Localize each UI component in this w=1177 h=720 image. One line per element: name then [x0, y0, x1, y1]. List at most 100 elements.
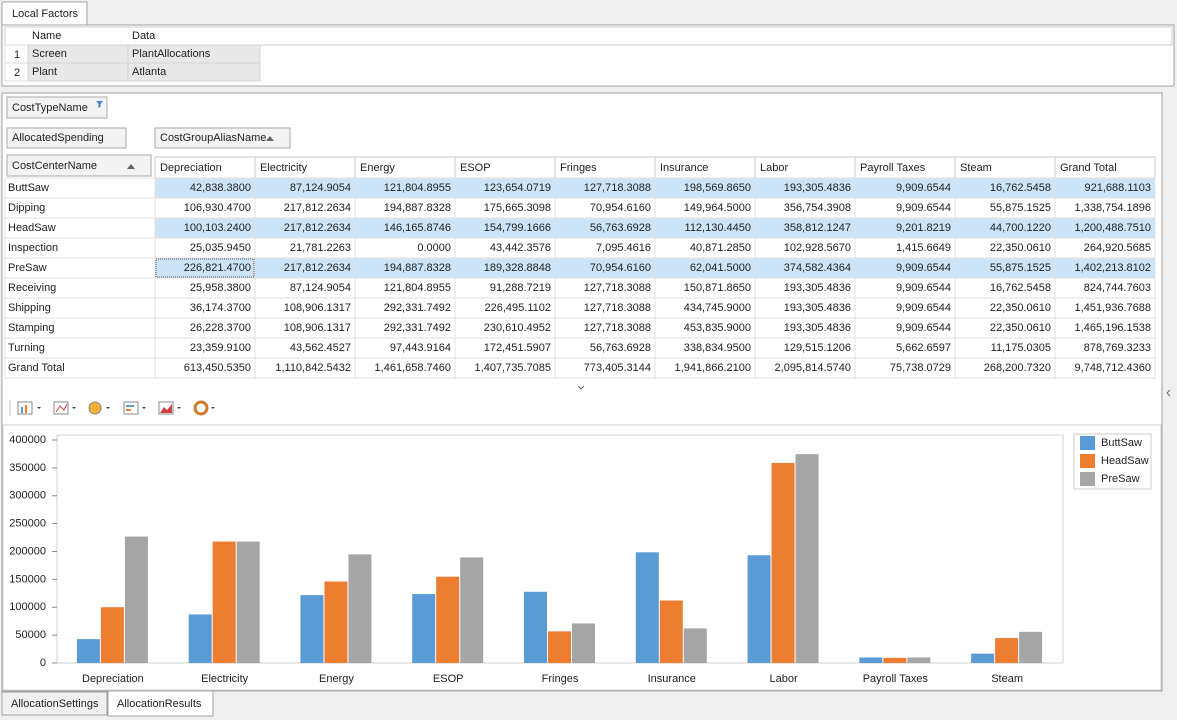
cell-text: 358,812.1247	[784, 222, 851, 234]
cell-text: 55,875.1525	[990, 202, 1051, 214]
tab-label: AllocationResults	[117, 698, 202, 710]
chart-type-button[interactable]	[123, 401, 139, 415]
cell-text: 121,804.8955	[384, 182, 451, 194]
bar	[572, 623, 595, 663]
cell-text: 36,174.3700	[190, 302, 251, 314]
y-tick-label: 100000	[9, 601, 46, 613]
cell-text: 1,941,866.2100	[675, 362, 751, 374]
dropdown-arrows	[37, 407, 215, 409]
column-header: Steam	[960, 162, 992, 174]
x-tick-label: Insurance	[648, 673, 696, 685]
cell-text: 70,954.6160	[590, 262, 651, 274]
cell-text: 217,812.2634	[284, 202, 351, 214]
column-header: Name	[32, 30, 61, 42]
bar	[971, 653, 995, 663]
filter-icon[interactable]	[96, 101, 103, 108]
y-tick-label: 200000	[9, 545, 46, 557]
legend-label: ButtSaw	[1101, 437, 1142, 449]
column-header: Payroll Taxes	[860, 162, 926, 174]
pivot-grid: Depreciation Electricity Energy ESOP Fringes…	[4, 156, 1156, 379]
cell-text: PlantAllocations	[132, 48, 211, 60]
tab[interactable]	[107, 690, 214, 717]
field-label: CostGroupAliasName	[160, 132, 266, 144]
cell-text: 189,328.8848	[484, 262, 551, 274]
cell-text: 108,906.1317	[284, 322, 351, 334]
cell-text: 150,871.8650	[684, 282, 751, 294]
chart-type-button[interactable]	[53, 401, 69, 415]
cell-text: 175,665.3098	[484, 202, 551, 214]
cell-text: 43,562.4527	[290, 342, 351, 354]
local-factors-table: Name Data 1 Screen PlantAllocations 2 Plant Atl…	[4, 26, 1173, 82]
row-field[interactable]	[6, 154, 152, 177]
toolbar	[17, 400, 215, 416]
chart-type-button[interactable]	[193, 400, 209, 416]
cell-text: 453,835.9000	[684, 322, 751, 334]
row-header: Turning	[8, 342, 45, 354]
field-label: CostTypeName	[12, 102, 88, 114]
collapse-icon[interactable]	[577, 385, 585, 390]
y-tick-label: 250000	[9, 518, 46, 530]
cell-text: 2,095,814.5740	[775, 362, 851, 374]
cell-text: 9,909.6544	[896, 202, 951, 214]
cell-text: 921,688.1103	[1085, 182, 1151, 194]
tab-label: Local Factors	[12, 8, 79, 20]
bar	[635, 552, 659, 663]
filter-field[interactable]	[6, 96, 108, 119]
row-number: 1	[14, 49, 20, 61]
tab[interactable]	[1, 1, 88, 27]
bar	[236, 541, 260, 663]
cell-text: 292,331.7492	[384, 302, 451, 314]
bar	[124, 536, 148, 663]
bar	[771, 462, 795, 663]
bar	[76, 639, 100, 663]
cell-text: 230,610.4952	[484, 322, 551, 334]
column-field[interactable]	[154, 127, 291, 149]
cell-text: 1,338,754.1896	[1075, 202, 1151, 214]
cell-text: 22,350.0610	[990, 302, 1051, 314]
cell-text: 356,754.3908	[784, 202, 851, 214]
cell-text: 1,465,196.1538	[1075, 322, 1151, 334]
cell-text: 106,930.4700	[184, 202, 251, 214]
row-header: Receiving	[8, 282, 56, 294]
cell-text: 91,288.7219	[490, 282, 551, 294]
legend-label: PreSaw	[1101, 473, 1140, 485]
cell-text: 198,569.8650	[684, 182, 751, 194]
side-collapse[interactable]	[1166, 389, 1171, 397]
cell-text: 154,799.1666	[484, 222, 551, 234]
x-tick-label: Energy	[319, 673, 354, 685]
cell-text: 1,402,213.8102	[1075, 262, 1151, 274]
cell-text: 26,228.3700	[190, 322, 251, 334]
cell-text: 70,954.6160	[590, 202, 651, 214]
chart: 0 50000 100000 150000 200000 250000 300000 3500…	[9, 433, 1152, 685]
bar	[212, 541, 236, 663]
column-header: Fringes	[560, 162, 597, 174]
cell-text: 16,762.5458	[990, 282, 1051, 294]
chart-type-button[interactable]	[88, 401, 102, 415]
bar	[747, 555, 771, 663]
x-tick-label: Labor	[769, 673, 797, 685]
field-label: CostCenterName	[12, 160, 97, 172]
cell-text: 108,906.1317	[284, 302, 351, 314]
data-field[interactable]	[6, 127, 127, 149]
row-number: 2	[14, 67, 20, 79]
cell-text: 9,909.6544	[896, 182, 951, 194]
header-row	[4, 26, 1173, 46]
icon	[21, 407, 23, 413]
cell-text: 1,461,658.7460	[375, 362, 451, 374]
legend-label: HeadSaw	[1101, 455, 1149, 467]
cell-text: 226,495.1102	[485, 302, 551, 314]
cell-text: 172,451.5907	[484, 342, 551, 354]
icon	[126, 405, 134, 407]
cell-text: 146,165.8746	[384, 222, 451, 234]
cell-text: 824,744.7603	[1084, 282, 1151, 294]
cell-text: 1,451,936.7688	[1075, 302, 1151, 314]
cell-text: 613,450.5350	[184, 362, 251, 374]
cell-text: 127,718.3088	[584, 282, 651, 294]
tab[interactable]	[1, 691, 108, 716]
cell-text: 264,920.5685	[1084, 242, 1151, 254]
cell-text: 97,443.9164	[390, 342, 451, 354]
cell-text: 194,887.8328	[384, 202, 451, 214]
column-header: Data	[132, 30, 156, 42]
cell-text: 22,350.0610	[990, 242, 1051, 254]
